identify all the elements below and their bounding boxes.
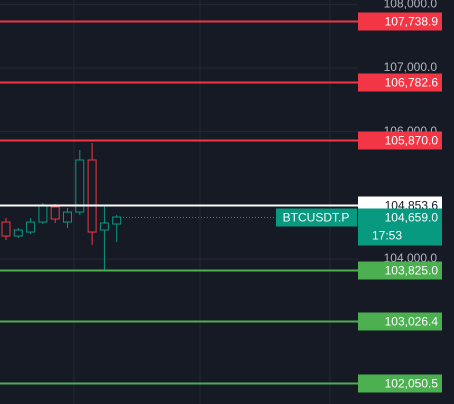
level-label: 102,050.5 <box>385 377 439 391</box>
level-label-box <box>358 73 442 92</box>
candle-body <box>63 211 72 223</box>
current-price-label: 104,659.0 <box>385 211 439 225</box>
level-label: 105,870.0 <box>385 134 439 148</box>
level-label-box <box>358 374 442 393</box>
countdown-label: 17:53 <box>372 229 402 243</box>
level-label-box <box>358 312 442 331</box>
level-label-box <box>358 131 442 150</box>
candle-body <box>75 159 85 213</box>
candle-body <box>87 159 97 233</box>
level-label-box <box>358 261 442 280</box>
candle-body <box>38 205 48 223</box>
level-label-box <box>358 12 442 31</box>
candle-body <box>1 221 11 237</box>
level-label: 106,782.6 <box>385 76 439 90</box>
level-label: 103,825.0 <box>385 264 439 278</box>
current-price-box <box>358 208 442 246</box>
candle-body <box>26 221 36 233</box>
symbol-label: BTCUSDT.P <box>283 211 350 225</box>
y-tick-label: 107,000.0 <box>384 60 438 74</box>
candle-body <box>99 222 109 231</box>
candle-body <box>112 216 122 225</box>
candle-body <box>13 229 23 237</box>
candle-body <box>50 206 60 220</box>
y-tick-label: 108,000.0 <box>384 0 438 11</box>
level-label: 107,738.9 <box>385 15 439 29</box>
level-label: 103,026.4 <box>385 315 439 329</box>
symbol-box <box>276 208 357 227</box>
